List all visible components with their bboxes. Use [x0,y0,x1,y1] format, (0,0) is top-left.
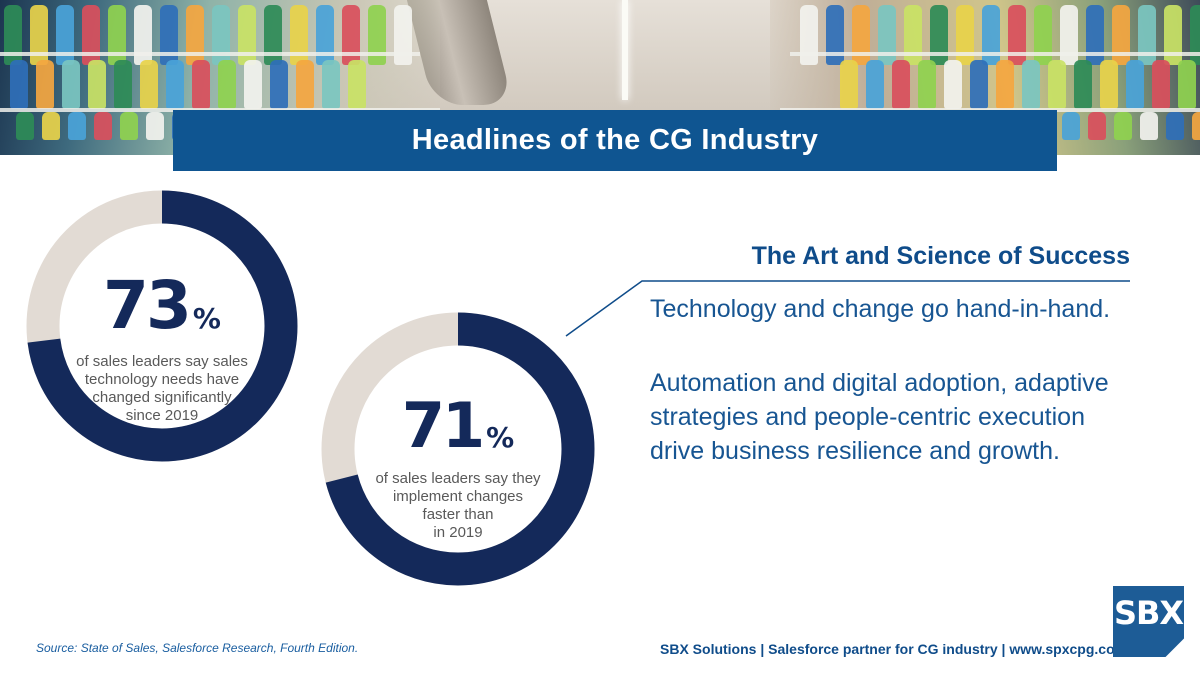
stat-73: 73% of sales leaders say sales technolog… [56,272,268,425]
shelf-bottle [904,5,922,65]
shelf-bottle [134,5,152,65]
shelf-edge [790,52,1200,56]
shelf-bottle [244,60,262,109]
shelf-bottle [88,60,106,109]
stat-number: 71% [401,389,515,462]
shelf-edge [0,52,420,56]
shelf-bottle [930,5,948,65]
shelf-bottle [1126,60,1144,109]
stat-caption: of sales leaders say sales technology ne… [76,353,248,424]
shelf-bottle [866,60,884,109]
shelf-bottle [238,5,256,65]
shelf-bottle [1086,5,1104,65]
shelf-bottle [56,5,74,65]
shelf-bottle [970,60,988,109]
shelf-bottle [270,60,288,109]
donut-chart-71 [321,312,595,586]
donut-value-arc [321,312,595,586]
stat-number: 73% [103,267,221,344]
shelf-bottle [852,5,870,65]
shelf-bottle [10,60,28,109]
shelf-bottle [322,60,340,109]
title-bar: Headlines of the CG Industry [173,110,1057,171]
shelf-bottle [1138,5,1156,65]
shelf-bottle [826,5,844,65]
shelf-bottle [114,60,132,109]
shelf-bottle [4,5,22,65]
shelf-bottle [1192,112,1200,140]
shelf-bottle [140,60,158,109]
shelf-bottle [1140,112,1158,140]
shelf-bottle [1022,60,1040,109]
shelf-bottle [146,112,164,140]
shelf-bottle [944,60,962,109]
shelf-bottle [1190,5,1200,65]
shelf-bottle [316,5,334,65]
stat-71: 71% of sales leaders say they implement … [352,394,564,542]
shelf-bottle [68,112,86,140]
callout-paragraph: Automation and digital adoption, adaptiv… [650,369,1109,465]
shelf-bottle [30,5,48,65]
shelf-bottle [94,112,112,140]
callout-heading: The Art and Science of Success [751,242,1130,270]
shelf-bottle [1060,5,1078,65]
shelf-bottle [1152,60,1170,109]
shelf-bottle [36,60,54,109]
sbx-logo: SBX [1113,586,1184,657]
logo-text: SBX [1113,594,1184,632]
shelf-bottle [108,5,126,65]
callout-line1: Technology and change go hand-in-hand. [650,295,1111,323]
shelf-bottle [918,60,936,109]
shelf-bottle [1088,112,1106,140]
shelf-bottle [1074,60,1092,109]
shelf-bottle [1112,5,1130,65]
shelf-bottle [1178,60,1196,109]
shelf-bottle [342,5,360,65]
shelf-bottle [956,5,974,65]
ceiling-light [622,0,628,100]
shelf-bottle [296,60,314,109]
shelf-bottle [82,5,100,65]
shelf-bottle [1164,5,1182,65]
shelf-bottle [1114,112,1132,140]
shelf-bottle [840,60,858,109]
shelf-bottle [1166,112,1184,140]
shelf-bottle [218,60,236,109]
shelf-bottle [212,5,230,65]
page-title: Headlines of the CG Industry [411,124,819,156]
shelf-bottle [982,5,1000,65]
shelf-bottle [368,5,386,65]
shelf-bottle [878,5,896,65]
shelf-bottle [1008,5,1026,65]
donut-chart-73 [26,190,298,462]
shelf-bottle [42,112,60,140]
footer-info: SBX Solutions | Salesforce partner for C… [660,641,1128,657]
shelf-bottle [996,60,1014,109]
shelf-bottle [264,5,282,65]
shelf-bottle [800,5,818,65]
source-note: Source: State of Sales, Salesforce Resea… [36,641,359,655]
shelf-bottle [120,112,138,140]
shelf-bottle [160,5,178,65]
shelf-bottle [166,60,184,109]
shelf-bottle [394,5,412,65]
shelf-bottle [1034,5,1052,65]
shelf-bottle [290,5,308,65]
stat-caption: of sales leaders say they implement chan… [375,470,541,541]
shelf-bottle [1048,60,1066,109]
shelf-bottle [62,60,80,109]
shelf-bottle [892,60,910,109]
shelf-bottle [186,5,204,65]
donut-value-arc [26,190,298,462]
shelf-bottle [348,60,366,109]
shelf-bottle [192,60,210,109]
shelf-bottle [1100,60,1118,109]
shelf-bottle [16,112,34,140]
shelf-bottle [1062,112,1080,140]
